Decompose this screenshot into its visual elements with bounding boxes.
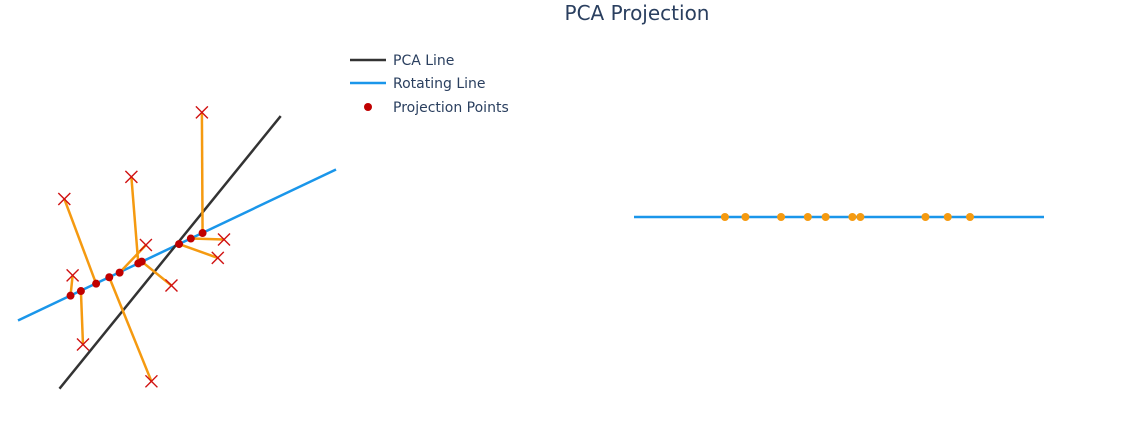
projection-point [92, 279, 101, 288]
original-point [144, 374, 158, 388]
projected-1d-point [821, 213, 830, 221]
original-point-stroke [124, 170, 138, 184]
projection-point [137, 257, 146, 266]
legend-swatch-projection-points [364, 103, 372, 111]
projection-point [198, 229, 207, 238]
original-point-stroke [139, 238, 153, 252]
projected-1d-point [848, 213, 857, 221]
right-plot-area [634, 213, 1044, 221]
projection-point [66, 291, 75, 300]
projected-1d-point [741, 213, 750, 221]
projected-1d-point [803, 213, 812, 221]
projection-connector [190, 237, 225, 241]
projected-1d-point [777, 213, 786, 221]
original-point-stroke [144, 374, 158, 388]
original-point [57, 192, 71, 206]
original-point-stroke [57, 192, 71, 206]
projected-1d-point [966, 213, 975, 221]
original-point [217, 232, 231, 246]
legend-label-pca-line: PCA Line [393, 53, 454, 69]
projected-1d-point [943, 213, 952, 221]
legend-item-pca-line[interactable]: PCA Line [350, 53, 454, 69]
left-plot-area [17, 105, 337, 390]
original-point-stroke [66, 268, 80, 282]
projection-connector [178, 242, 219, 260]
original-point [211, 251, 225, 265]
projection-point [105, 273, 114, 282]
legend: PCA Line Rotating Line Projection Points [350, 53, 509, 116]
projection-point [76, 287, 85, 296]
projected-1d-point [720, 213, 729, 221]
original-point-stroke [76, 337, 90, 351]
pca-line [58, 115, 282, 390]
projection-connector [200, 112, 204, 234]
projected-1d-point [921, 213, 930, 221]
projection-connector [79, 291, 85, 345]
legend-item-rotating-line[interactable]: Rotating Line [350, 76, 486, 92]
projection-connector [130, 176, 140, 264]
projection-point [175, 240, 184, 249]
original-point-stroke [195, 105, 209, 119]
original-point-stroke [217, 232, 231, 246]
original-point [164, 279, 178, 293]
legend-label-rotating-line: Rotating Line [393, 76, 486, 92]
original-point [139, 238, 153, 252]
projected-1d-point [856, 213, 865, 221]
original-point [66, 268, 80, 282]
legend-label-projection-points: Projection Points [393, 100, 509, 116]
projection-connector [63, 198, 98, 285]
original-point [195, 105, 209, 119]
legend-item-projection-points[interactable]: Projection Points [364, 100, 509, 116]
original-point [124, 170, 138, 184]
chart-title: PCA Projection [565, 1, 710, 25]
original-point-stroke [211, 251, 225, 265]
projection-point [186, 234, 195, 243]
original-point-stroke [164, 279, 178, 293]
projection-connector [108, 276, 153, 382]
original-point [76, 337, 90, 351]
projection-point [115, 268, 124, 277]
